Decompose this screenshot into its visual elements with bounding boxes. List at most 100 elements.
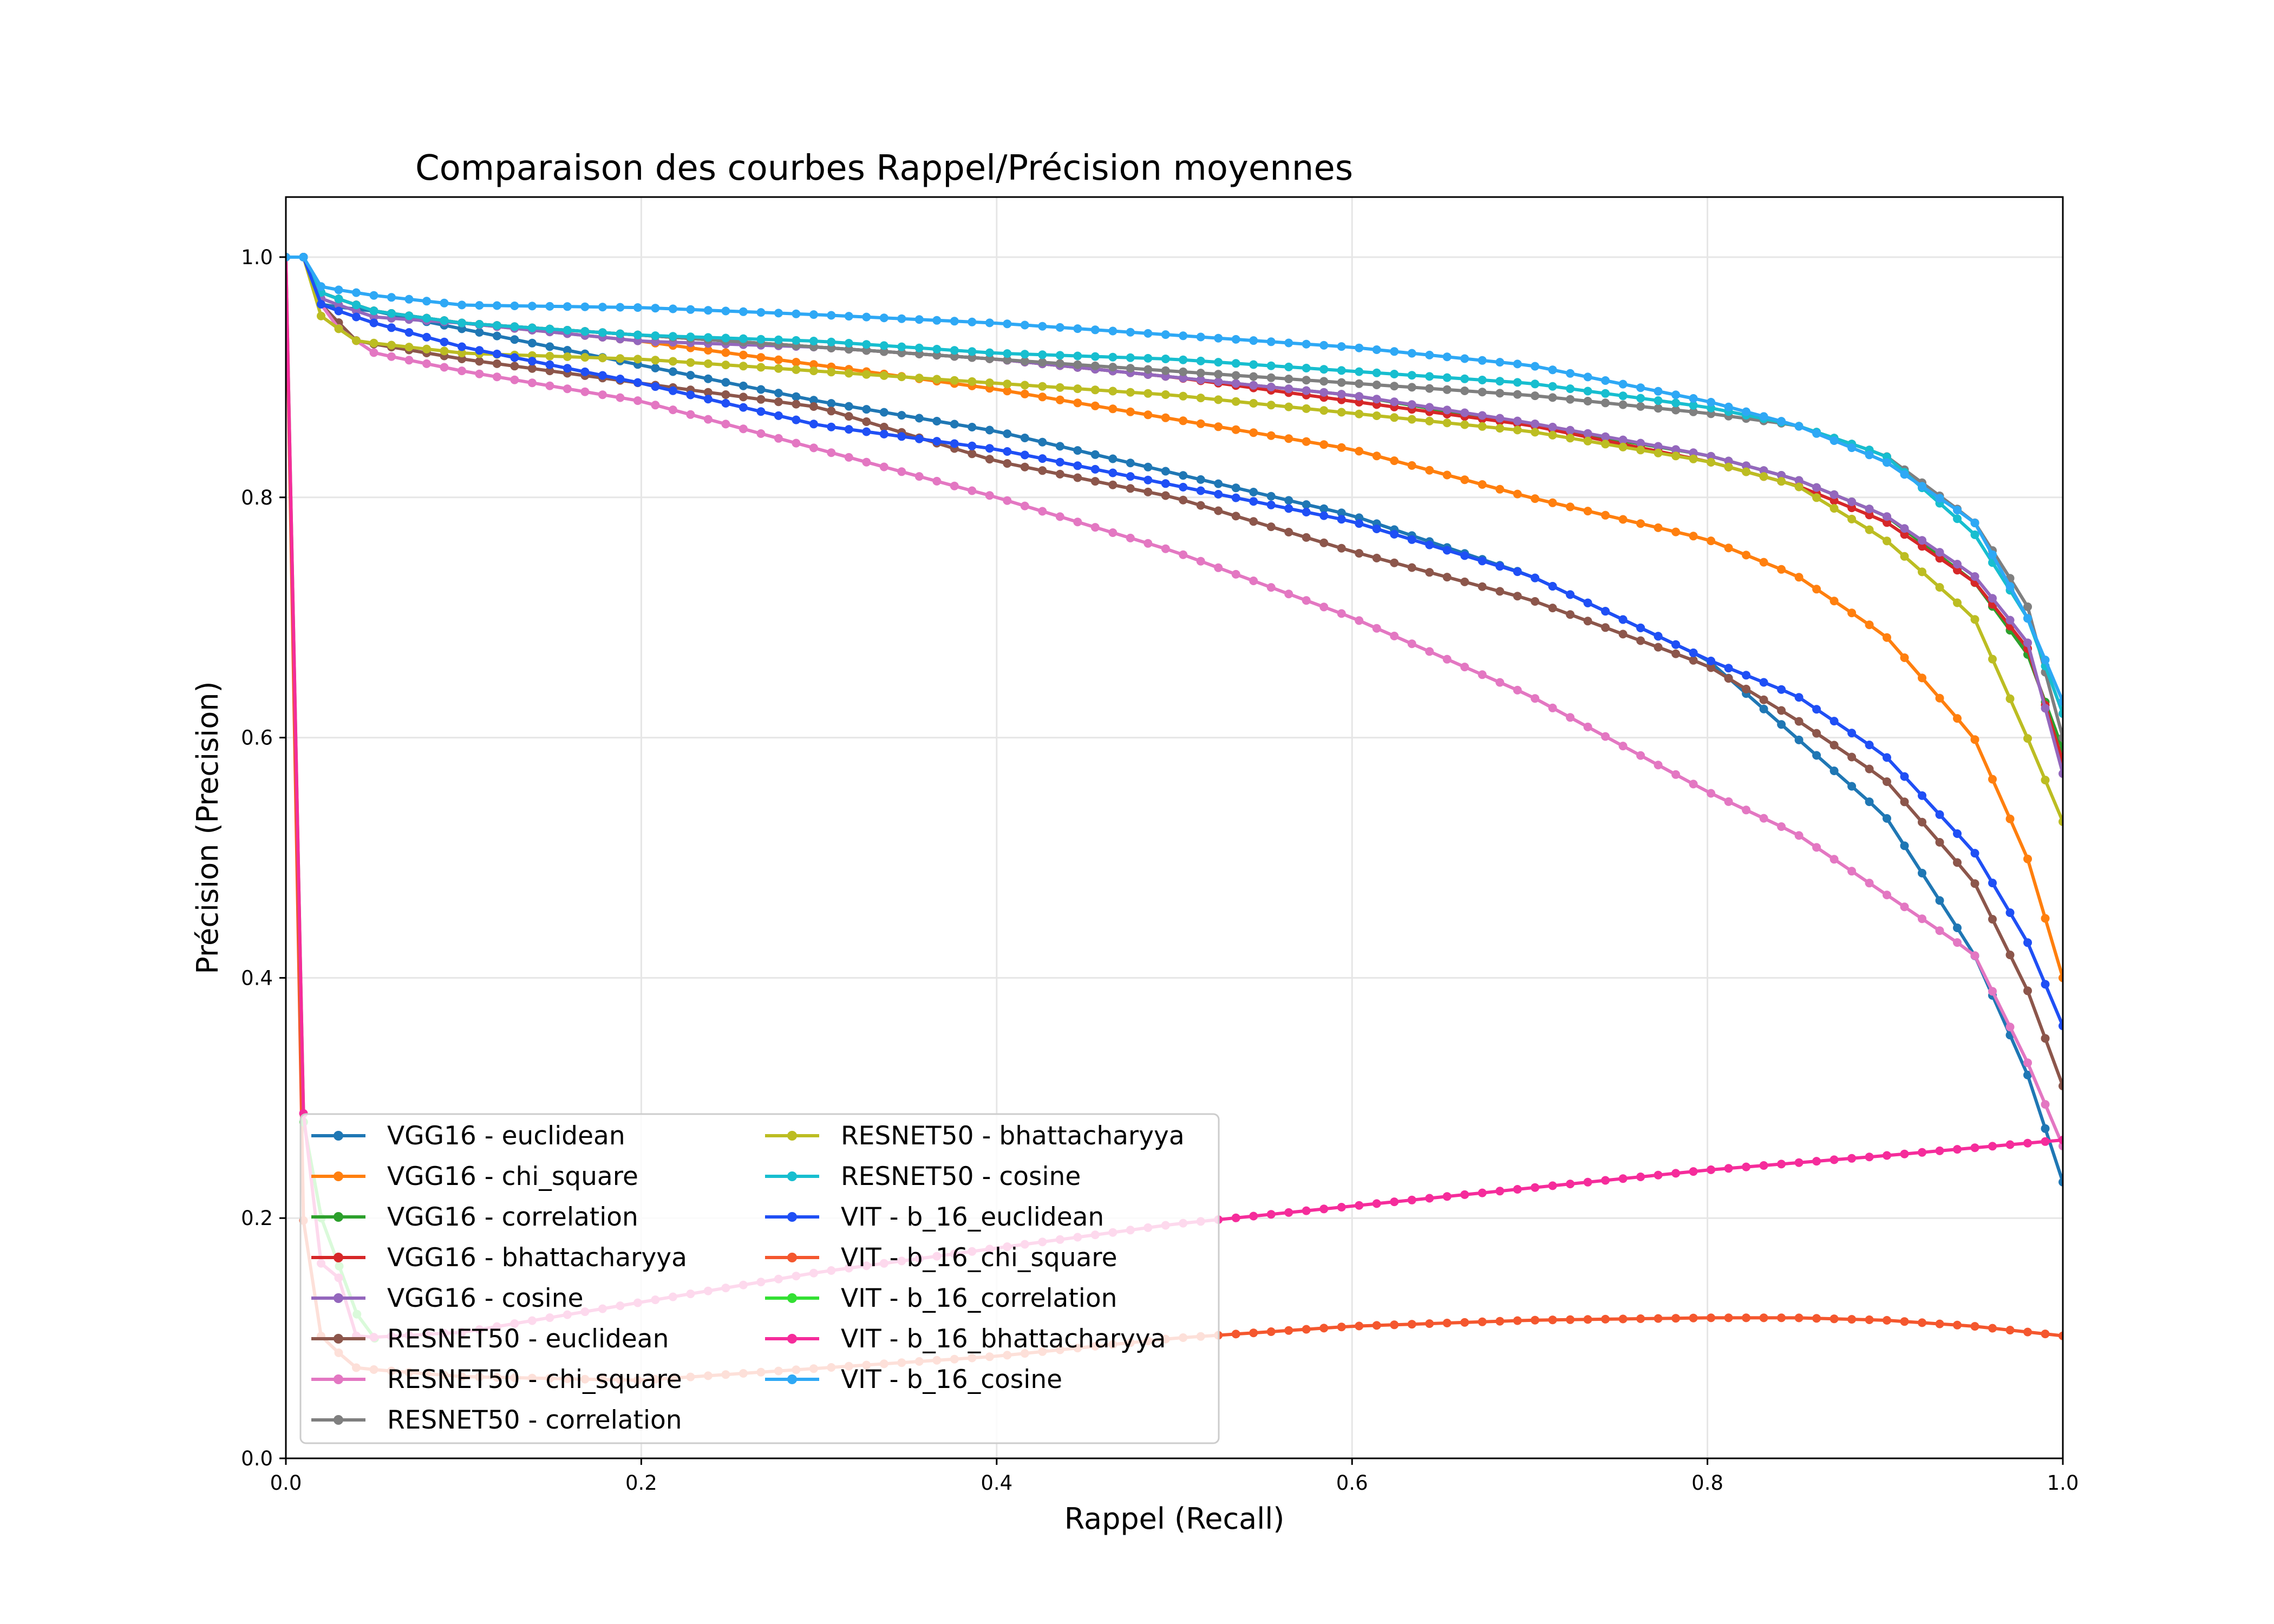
legend-box (299, 1113, 1220, 1444)
data-point (1249, 372, 1258, 381)
legend-label: RESNET50 - chi_square (387, 1365, 682, 1394)
data-point (703, 374, 713, 383)
y-tick-label: 0.4 (241, 966, 273, 990)
data-point (387, 293, 396, 302)
data-point (1812, 1157, 1821, 1166)
data-point (2041, 1100, 2050, 1109)
data-point (1847, 514, 1857, 523)
data-point (1126, 388, 1135, 397)
data-point (1478, 376, 1487, 384)
data-point (2005, 615, 2015, 625)
data-point (721, 420, 730, 429)
data-point (914, 343, 924, 352)
data-point (844, 345, 853, 354)
data-point (1829, 597, 1839, 606)
data-point (1671, 770, 1681, 779)
data-point (1689, 656, 1698, 665)
data-point (1970, 519, 1979, 528)
legend-swatch-marker (334, 1171, 343, 1181)
data-point (1073, 446, 1082, 455)
data-point (721, 306, 730, 316)
data-point (1935, 693, 1944, 703)
data-point (1654, 1170, 1663, 1180)
data-point (879, 371, 888, 380)
data-point (352, 300, 361, 310)
data-point (1302, 1325, 1311, 1334)
data-point (2059, 769, 2063, 778)
data-point (739, 424, 748, 434)
data-point (703, 359, 713, 368)
data-point (879, 408, 888, 417)
data-point (950, 439, 959, 448)
data-point (475, 357, 484, 366)
data-point (1829, 496, 1839, 505)
data-point (1636, 446, 1645, 455)
data-point (1442, 546, 1452, 555)
data-point (1407, 383, 1416, 392)
data-point (1566, 590, 1575, 599)
data-point (1266, 337, 1276, 346)
data-point (1583, 429, 1592, 438)
data-point (809, 310, 818, 319)
data-point (1654, 396, 1663, 405)
data-point (1425, 416, 1434, 425)
data-point (1531, 1183, 1540, 1192)
data-point (1794, 735, 1803, 744)
data-point (1161, 544, 1170, 553)
axis-ticks: 0.0 0.2 0.4 0.6 0.8 1.0 0.0 0.2 0.4 0.6 0.8 1.0 (241, 246, 2079, 1495)
data-point (2005, 1326, 2015, 1335)
data-point (2041, 704, 2050, 713)
data-point (1742, 671, 1751, 680)
data-point (897, 342, 906, 351)
data-point (1847, 729, 1857, 738)
data-point (334, 324, 343, 333)
data-point (1337, 378, 1346, 387)
data-point (1284, 338, 1293, 348)
data-point (1689, 649, 1698, 657)
data-point (1847, 608, 1857, 618)
legend-entry: VGG16 - bhattacharyya (311, 1243, 687, 1273)
data-point (1108, 352, 1118, 362)
legend: VGG16 - euclidean VGG16 - chi_square VGG16… (299, 1113, 1220, 1444)
data-point (1618, 515, 1628, 524)
data-point (1003, 459, 1012, 468)
data-point (1495, 562, 1505, 571)
data-point (1953, 924, 1962, 932)
data-point (1883, 814, 1891, 823)
data-point (1372, 345, 1381, 354)
data-point (1407, 639, 1416, 649)
data-point (1883, 536, 1891, 546)
data-point (334, 306, 343, 316)
data-point (1407, 535, 1416, 544)
data-point (1618, 400, 1628, 409)
data-point (1636, 394, 1645, 403)
data-point (1249, 577, 1258, 585)
data-point (2023, 938, 2032, 947)
data-point (1707, 657, 1716, 665)
legend-entry: RESNET50 - cosine (765, 1162, 1081, 1191)
data-point (1073, 518, 1082, 527)
legend-swatch-marker (787, 1171, 797, 1181)
data-point (1988, 879, 1997, 888)
data-point (1478, 422, 1487, 431)
data-point (1689, 448, 1698, 457)
data-point (1319, 1324, 1329, 1333)
data-point (1143, 329, 1153, 338)
data-point (1302, 339, 1311, 349)
data-point (1355, 379, 1364, 388)
data-point (1266, 383, 1276, 391)
data-point (1953, 714, 1962, 723)
data-point (1671, 1314, 1681, 1323)
data-point (1618, 742, 1628, 751)
data-point (1900, 653, 1909, 662)
data-point (844, 453, 853, 462)
data-point (1090, 385, 1100, 395)
data-point (1531, 694, 1540, 703)
data-point (1249, 360, 1258, 369)
data-point (1337, 609, 1346, 618)
data-point (1707, 1165, 1716, 1174)
data-point (563, 326, 572, 335)
data-point (844, 412, 853, 421)
data-point (633, 303, 642, 312)
data-point (1126, 472, 1135, 481)
